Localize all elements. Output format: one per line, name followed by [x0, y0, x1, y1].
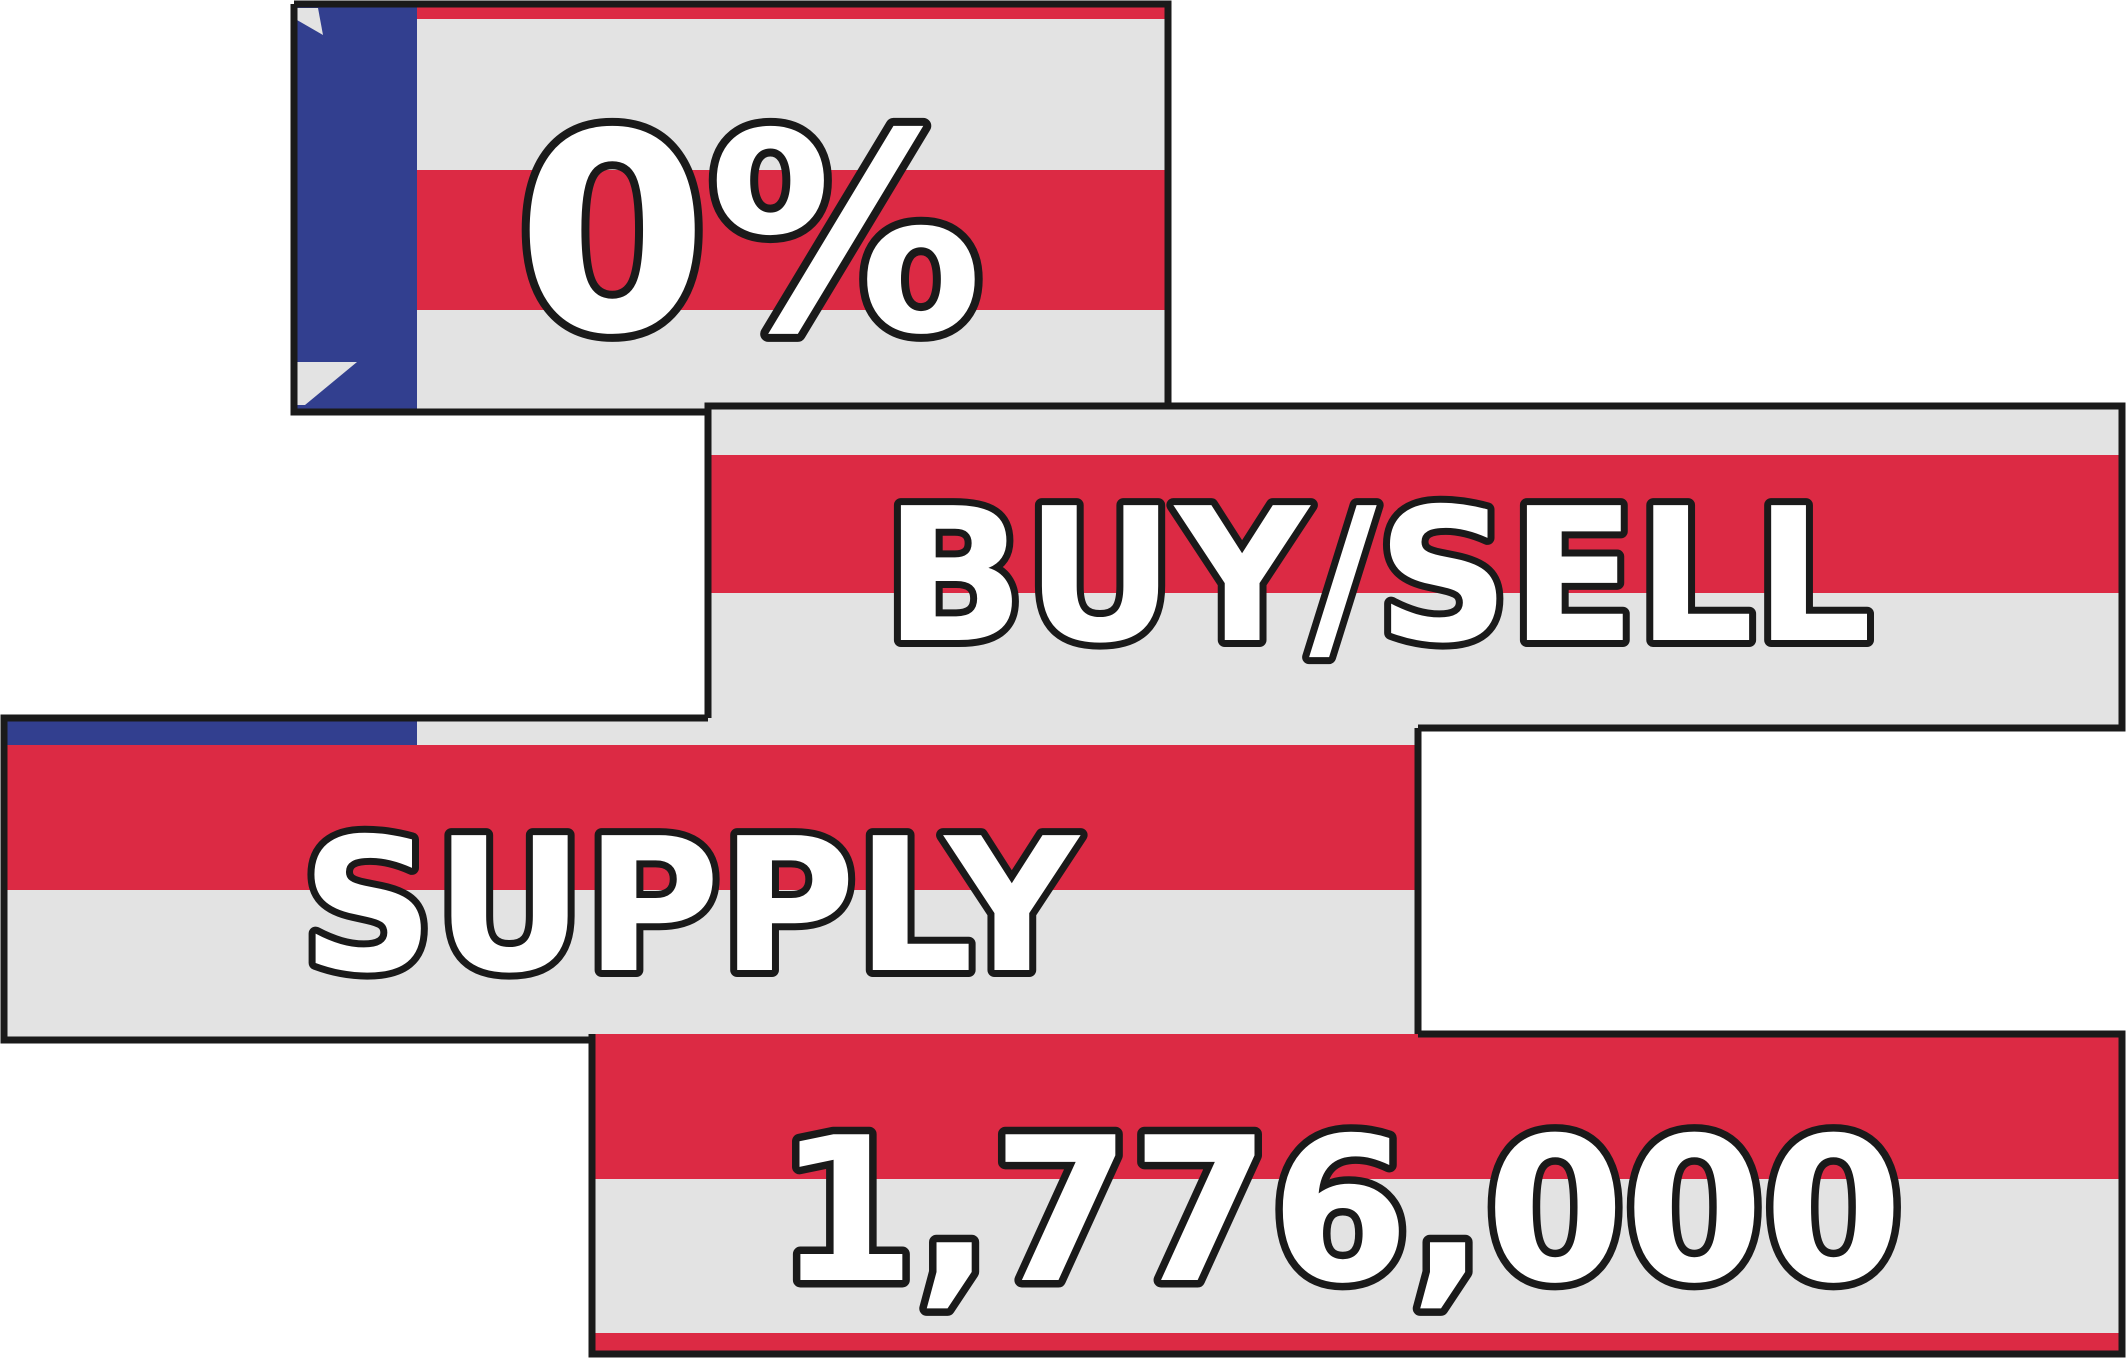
supply-amount-text: 1,776,000: [777, 1095, 1903, 1328]
flag-canton: [294, 4, 417, 412]
banner-buy-sell: BUY/SELL: [704, 402, 2126, 732]
flag-canton: [4, 718, 417, 745]
tax-rate-text: 0%: [517, 75, 984, 395]
star-point-icon: [297, 8, 323, 35]
buy-sell-text: BUY/SELL: [884, 468, 1872, 684]
supply-text: SUPPLY: [301, 798, 1081, 1014]
star-point-icon: [297, 362, 357, 405]
banner-tax-rate: 0%: [290, 0, 1172, 416]
banner-supply: SUPPLY: [0, 714, 1422, 1044]
banner-supply-amount: 1,776,000: [588, 1030, 2126, 1358]
